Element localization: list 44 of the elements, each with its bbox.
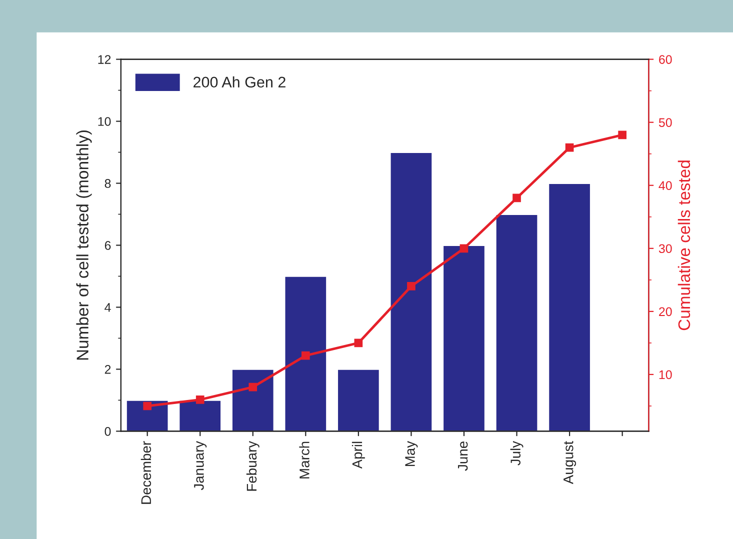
x-tick-label: June: [458, 442, 468, 471]
y-tick-label: 0: [104, 427, 111, 436]
bar: [389, 152, 434, 432]
point: [248, 382, 258, 392]
point: [460, 244, 468, 253]
point: [618, 130, 626, 140]
y2-tick-label: 20: [659, 307, 672, 316]
y-tick-label: 10: [98, 117, 111, 126]
x-tick-label: April: [352, 442, 365, 469]
point: [143, 402, 152, 410]
x-tick-label: July: [510, 440, 524, 466]
x-tick-label: December: [140, 441, 152, 504]
bar: [126, 400, 170, 432]
x-tick-label: Febuary: [246, 440, 260, 491]
point: [196, 396, 204, 404]
y-tick-label: 4: [104, 303, 111, 312]
x-tick-label: August: [564, 441, 576, 484]
y-tick-label: 2: [104, 365, 111, 374]
y-axis-title: Number of cell tested (monthly): [76, 130, 92, 360]
y2-tick-label: 60: [659, 55, 672, 64]
bar: [442, 244, 486, 432]
bar: [231, 368, 275, 432]
bar: [336, 368, 380, 432]
point: [512, 194, 521, 202]
point: [565, 143, 574, 152]
x-tick-label: January: [194, 440, 207, 490]
y2-tick-label: 40: [658, 181, 672, 190]
y2-axis-title: Cumulative cells tested: [678, 160, 690, 330]
x-tick-label: March: [299, 442, 310, 478]
x-tick-label: May: [405, 440, 418, 466]
y-tick-label: 8: [104, 179, 111, 188]
y-tick-label: 12: [98, 55, 111, 64]
bar: [548, 182, 592, 432]
y-tick-label: 6: [104, 241, 111, 250]
y2-tick-label: 30: [658, 244, 672, 254]
point: [301, 351, 310, 360]
point: [354, 338, 363, 348]
y2-tick-label: 50: [658, 118, 672, 127]
point: [407, 282, 416, 290]
bar: [178, 400, 222, 432]
y2-tick-label: 10: [659, 370, 672, 380]
bar: [494, 214, 539, 432]
bar: [284, 276, 328, 432]
legend-label: 200 Ah Gen 2: [194, 76, 286, 88]
